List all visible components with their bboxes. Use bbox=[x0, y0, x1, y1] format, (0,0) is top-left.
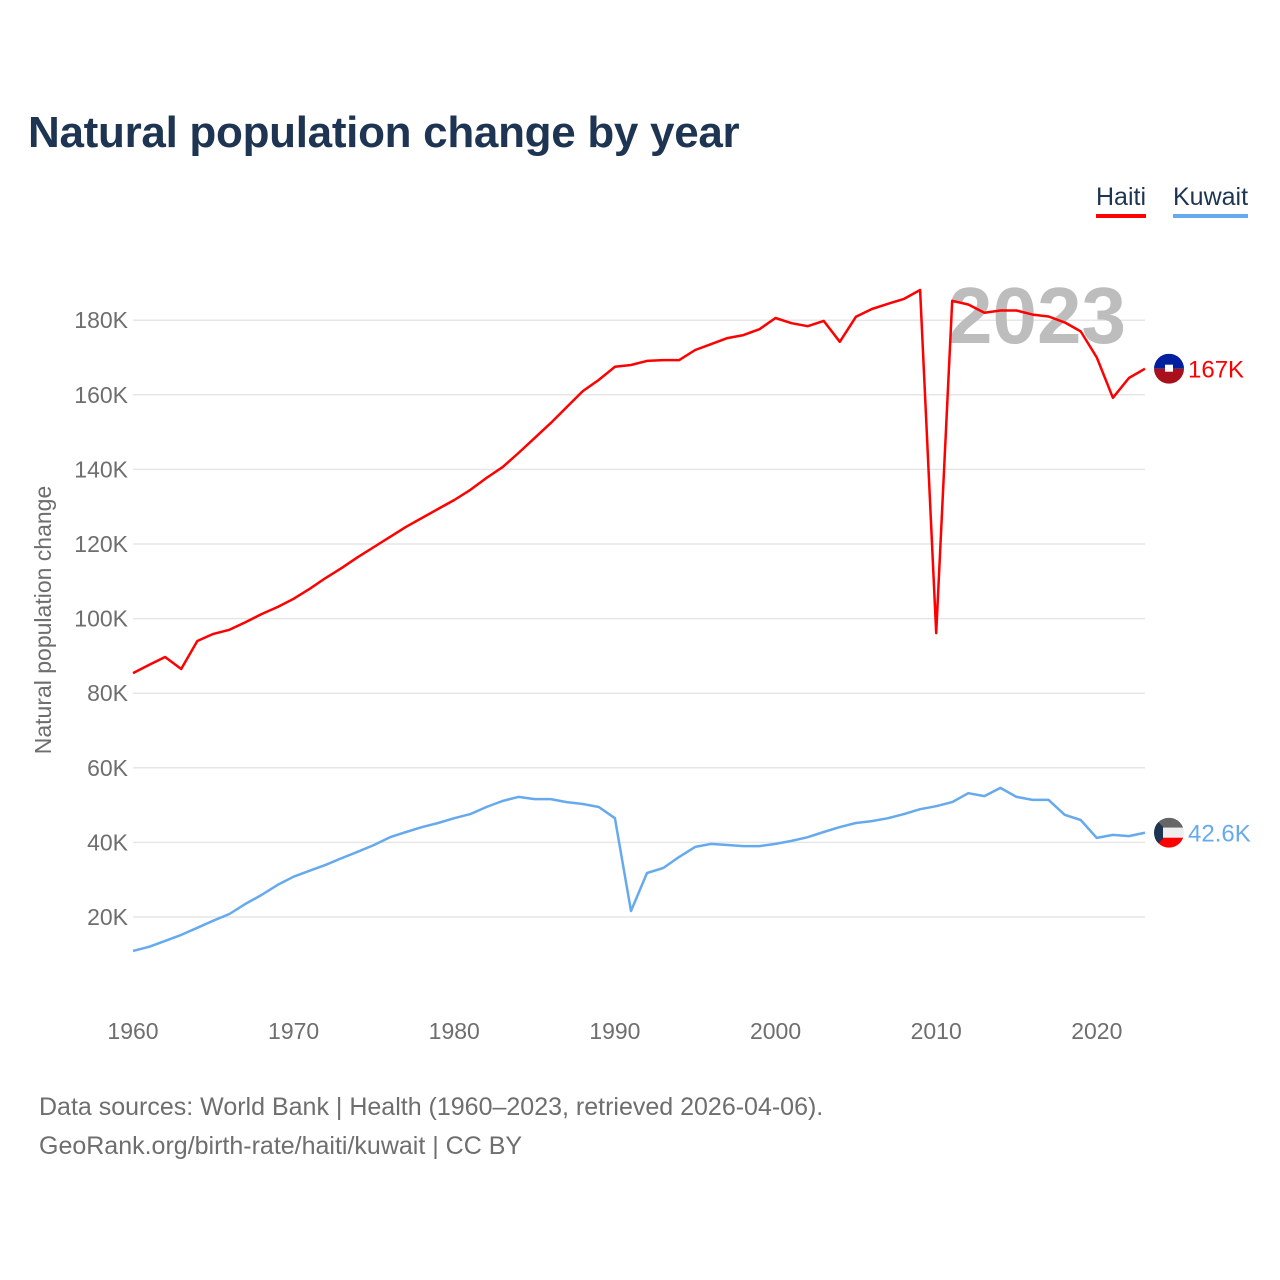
end-value-label-haiti: 167K bbox=[1188, 357, 1244, 384]
chart-title: Natural population change by year bbox=[28, 108, 740, 157]
y-tick-label: 180K bbox=[74, 307, 128, 333]
y-tick-label: 60K bbox=[87, 755, 129, 781]
y-axis-label: Natural population change bbox=[30, 486, 56, 755]
end-value-label-kuwait: 42.6K bbox=[1188, 821, 1251, 848]
haiti-flag-icon bbox=[1154, 353, 1184, 384]
kuwait-flag-icon bbox=[1154, 817, 1184, 848]
y-tick-label: 100K bbox=[74, 606, 128, 632]
y-tick-label: 40K bbox=[87, 829, 129, 855]
footer: Data sources: World Bank | Health (1960–… bbox=[39, 1088, 823, 1166]
y-tick-label: 120K bbox=[74, 531, 128, 557]
x-tick-label: 1970 bbox=[268, 1018, 319, 1044]
data-source-text: Data sources: World Bank | Health (1960–… bbox=[39, 1093, 824, 1121]
source-link[interactable]: GeoRank.org/birth-rate/haiti/kuwait | CC… bbox=[39, 1132, 523, 1160]
series-line-kuwait bbox=[132, 786, 1146, 953]
y-tick-label: 160K bbox=[74, 382, 128, 408]
x-tick-label: 2020 bbox=[1071, 1018, 1122, 1044]
series-line-haiti bbox=[132, 288, 1146, 675]
y-tick-label: 80K bbox=[87, 680, 129, 706]
legend-item-kuwait[interactable]: Kuwait bbox=[1173, 183, 1249, 218]
x-tick-label: 2000 bbox=[750, 1018, 801, 1044]
y-tick-label: 140K bbox=[74, 456, 128, 482]
legend-item-haiti[interactable]: Haiti bbox=[1096, 183, 1147, 218]
y-tick-label: 20K bbox=[87, 904, 129, 930]
x-tick-label: 2010 bbox=[911, 1018, 962, 1044]
x-tick-label: 1990 bbox=[589, 1018, 640, 1044]
x-tick-label: 1960 bbox=[107, 1018, 158, 1044]
x-tick-label: 1980 bbox=[429, 1018, 480, 1044]
